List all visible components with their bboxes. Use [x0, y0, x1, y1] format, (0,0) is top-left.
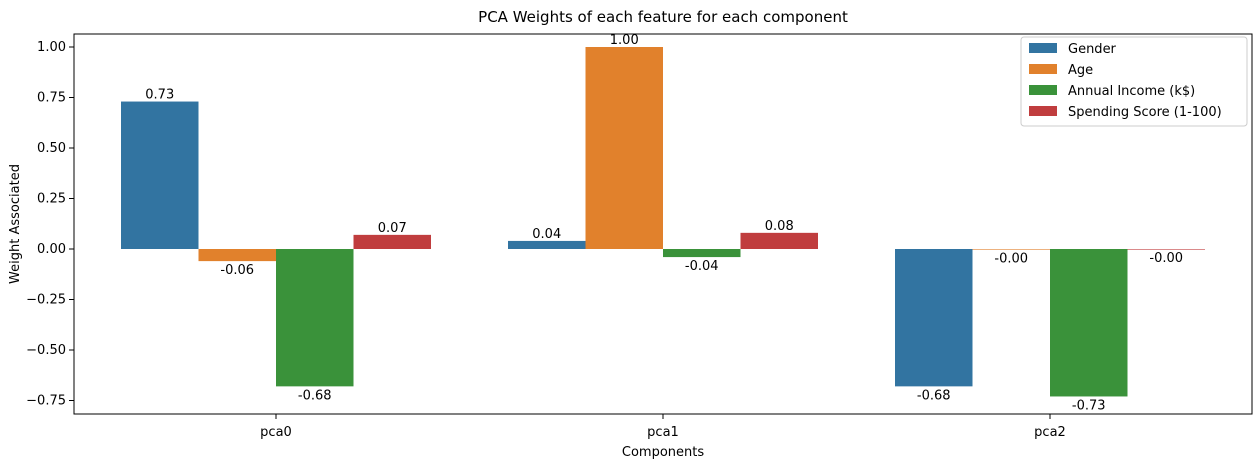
- bar-value-label: -0.04: [685, 259, 719, 274]
- x-tick-label: pca2: [1034, 425, 1066, 440]
- y-tick-label: 0.00: [37, 242, 66, 257]
- bar: [1127, 249, 1205, 250]
- bar-value-label: 0.08: [765, 219, 794, 234]
- bar: [972, 249, 1050, 250]
- bar-value-label: 1.00: [610, 33, 639, 48]
- bar-value-label: 0.04: [532, 227, 561, 242]
- bars-group: 0.73 0.04 -0.68 -0.06 1.00 -0.00 -0.68 -0.04 -0.…: [121, 33, 1205, 413]
- legend-swatch: [1029, 106, 1057, 116]
- bar-value-label: 0.73: [145, 88, 174, 103]
- bar: [1050, 249, 1128, 397]
- legend: Gender Age Annual Income (k$) Spending Scor…: [1020, 36, 1248, 127]
- bar-value-label: -0.73: [1072, 398, 1106, 413]
- y-axis: −0.75 −0.50 −0.25 0.00 0.25 0.50 0.75 1.00: [26, 40, 74, 409]
- bar-value-label: -0.68: [917, 388, 951, 403]
- bar: [585, 47, 663, 249]
- x-tick-label: pca0: [260, 425, 292, 440]
- legend-swatch: [1029, 85, 1057, 95]
- y-tick-label: −0.25: [26, 293, 66, 308]
- legend-label: Gender: [1068, 42, 1117, 57]
- x-axis: pca0 pca1 pca2: [260, 414, 1066, 440]
- bar-value-label: -0.00: [1149, 251, 1183, 266]
- bar: [663, 249, 741, 258]
- chart-title: PCA Weights of each feature for each com…: [478, 8, 848, 26]
- bar-value-label: -0.06: [220, 263, 254, 278]
- plot-frame: [73, 33, 1253, 415]
- y-tick-label: 0.50: [37, 141, 66, 156]
- y-tick-label: −0.75: [26, 394, 66, 409]
- y-tick-label: 0.75: [37, 91, 66, 106]
- bar: [740, 232, 818, 249]
- y-tick-label: 1.00: [37, 40, 66, 55]
- y-tick-label: 0.25: [37, 192, 66, 207]
- legend-label: Spending Score (1-100): [1068, 105, 1222, 120]
- legend-box: [1020, 36, 1248, 127]
- bar: [508, 240, 586, 249]
- bar-value-label: -0.68: [298, 388, 332, 403]
- x-axis-title: Components: [622, 445, 704, 460]
- bar: [895, 249, 973, 387]
- bar: [276, 249, 354, 387]
- y-tick-label: −0.50: [26, 343, 66, 358]
- legend-swatch: [1029, 64, 1057, 74]
- bar: [121, 101, 199, 249]
- bar-value-label: 0.07: [378, 221, 407, 236]
- bar: [353, 234, 431, 249]
- bar: [198, 249, 276, 262]
- legend-label: Age: [1068, 63, 1093, 78]
- legend-label: Annual Income (k$): [1068, 84, 1195, 99]
- y-axis-title: Weight Associated: [8, 164, 23, 284]
- bar-value-label: -0.00: [994, 252, 1028, 267]
- x-tick-label: pca1: [647, 425, 679, 440]
- legend-swatch: [1029, 43, 1057, 53]
